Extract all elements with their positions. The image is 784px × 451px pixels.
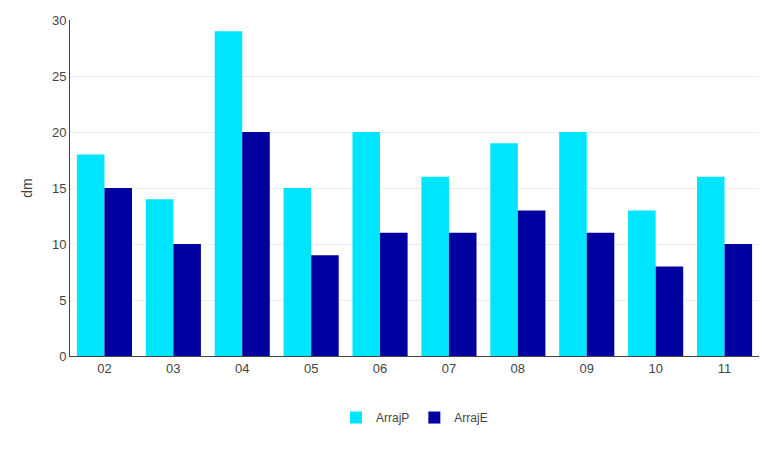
svg-text:07: 07 [442,361,456,376]
svg-text:10: 10 [52,237,66,252]
svg-text:06: 06 [373,361,387,376]
svg-text:15: 15 [52,181,66,196]
svg-text:5: 5 [59,293,66,308]
svg-text:04: 04 [235,361,249,376]
svg-text:30: 30 [52,13,66,28]
svg-text:10: 10 [648,361,662,376]
svg-text:09: 09 [580,361,594,376]
svg-text:02: 02 [97,361,111,376]
svg-text:03: 03 [166,361,180,376]
svg-text:11: 11 [718,361,732,376]
svg-text:05: 05 [304,361,318,376]
svg-text:20: 20 [52,125,66,140]
svg-text:08: 08 [511,361,525,376]
svg-text:0: 0 [59,349,66,364]
svg-text:ArrajP: ArrajP [376,411,409,425]
svg-text:dm: dm [19,178,35,197]
svg-text:25: 25 [52,69,66,84]
svg-text:ArrajE: ArrajE [454,411,487,425]
